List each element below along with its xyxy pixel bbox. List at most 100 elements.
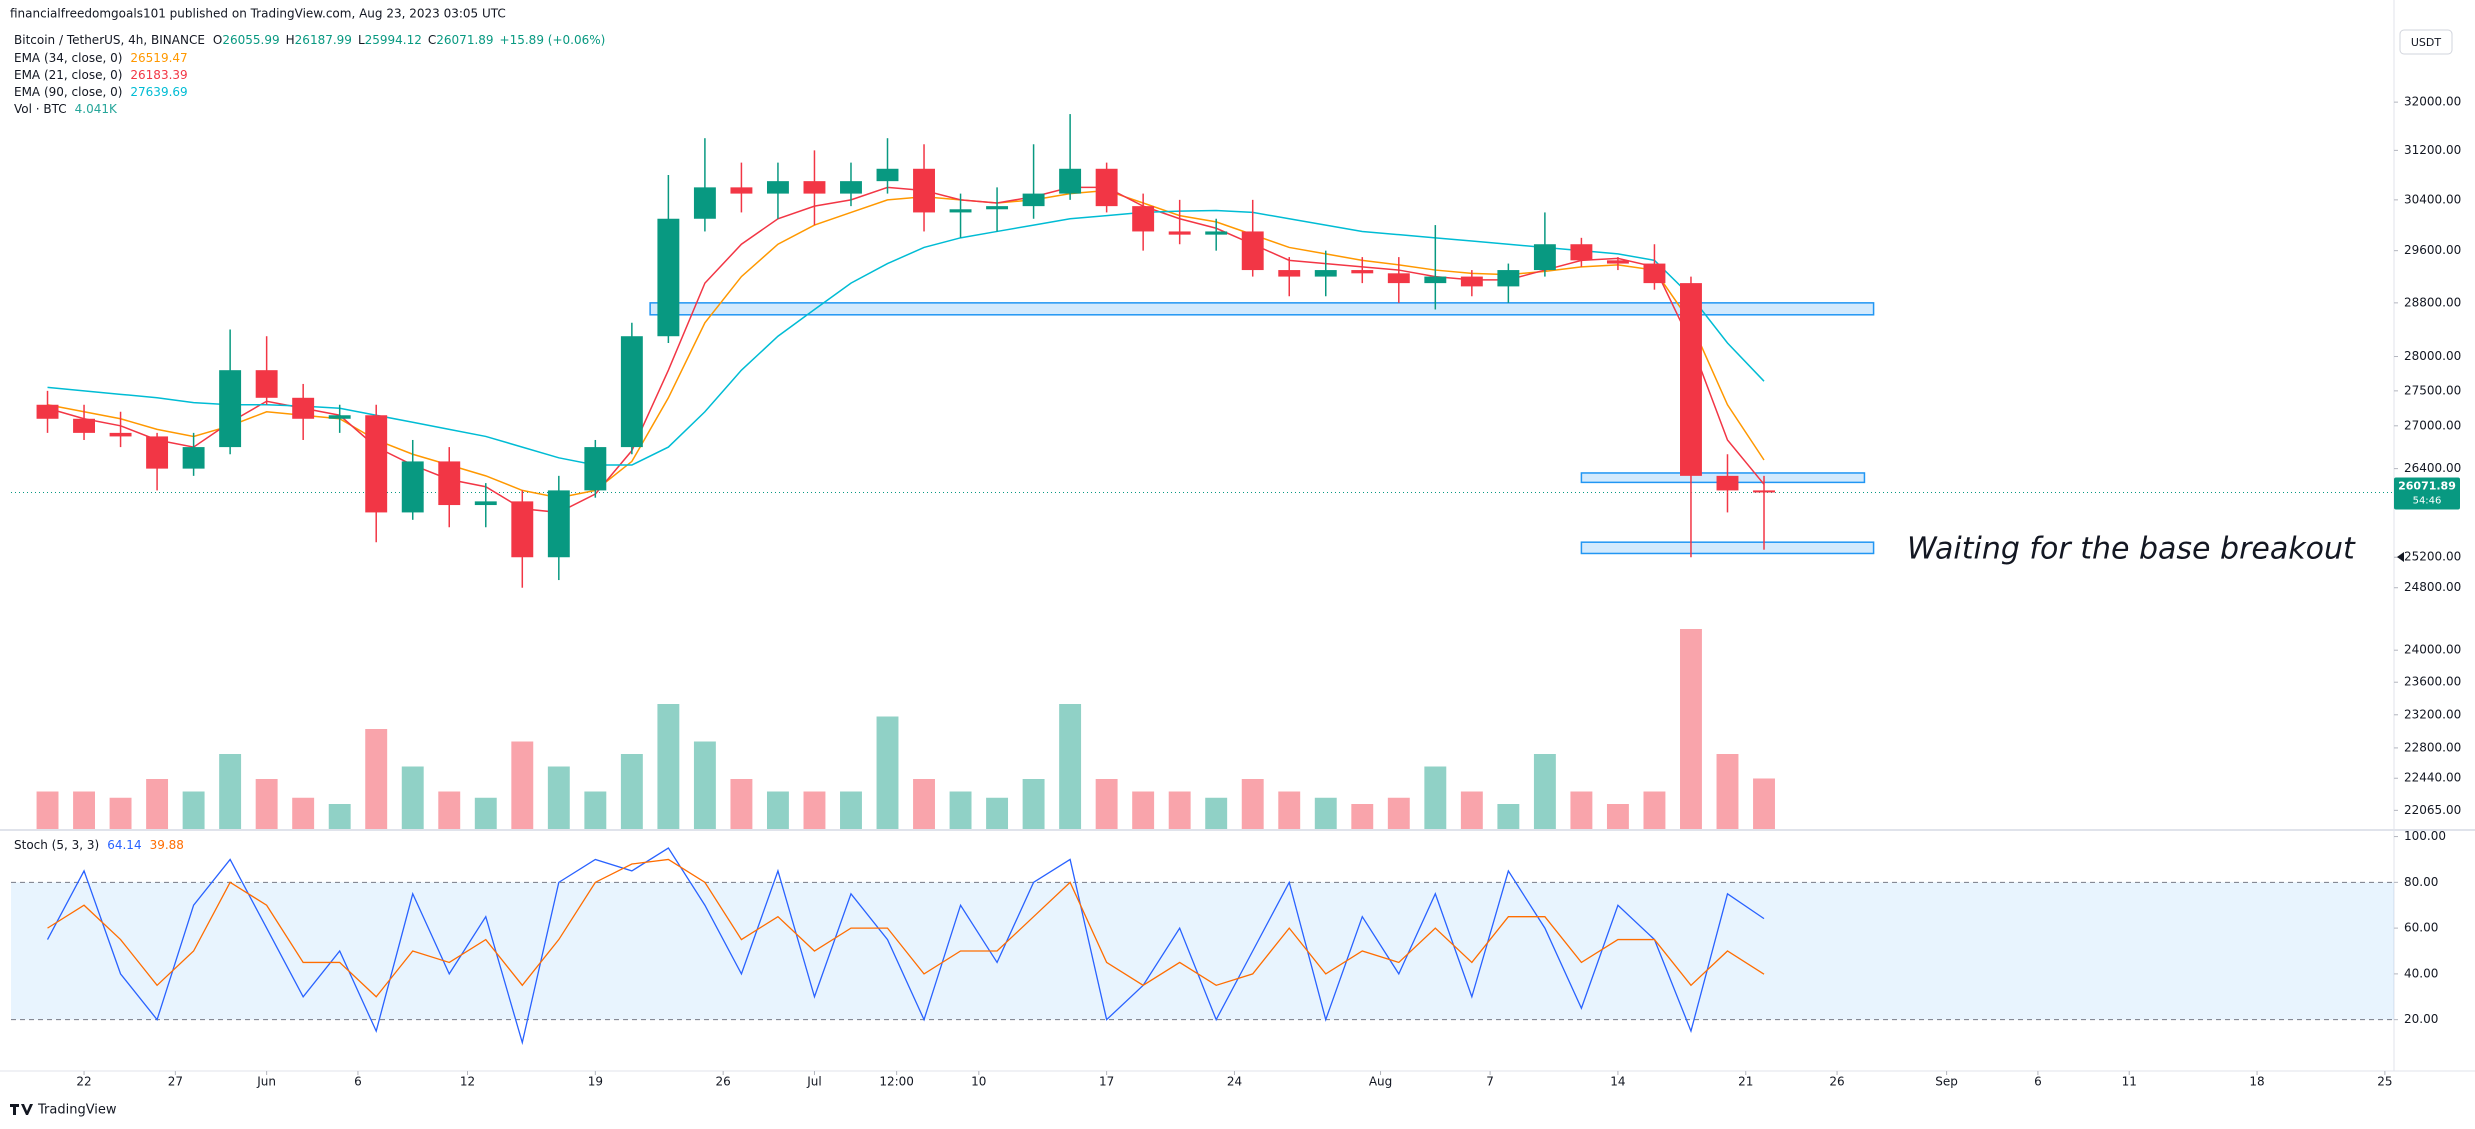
candle-body — [1606, 260, 1629, 264]
volume-bar — [73, 791, 95, 829]
candle-body — [292, 397, 315, 419]
candle-body — [146, 436, 169, 469]
candle-body — [876, 168, 899, 182]
candle-body — [1022, 193, 1045, 207]
stoch-line — [46, 847, 1765, 1046]
candle-body — [401, 461, 424, 513]
y-tick-label: 31200.00 — [2404, 143, 2461, 157]
x-tick-label: 11 — [2122, 1075, 2137, 1089]
y-tick-label: 22440.00 — [2404, 771, 2461, 785]
candle-body — [1351, 270, 1374, 274]
volume-bar — [146, 779, 169, 829]
candle-body — [730, 187, 753, 194]
y-tick-label: 80.00 — [2404, 875, 2438, 889]
ohlc-value: 25994.12 — [365, 33, 422, 47]
volume-bar — [292, 797, 315, 829]
volume-bar — [803, 791, 826, 829]
x-tick-label: 21 — [1738, 1075, 1753, 1089]
candle-body — [1205, 231, 1228, 235]
volume-bar — [109, 797, 132, 829]
legend-name: EMA (34, close, 0) — [14, 51, 122, 65]
y-tick-label: 29600.00 — [2404, 243, 2461, 257]
volume-bar — [1387, 797, 1410, 829]
candle-body — [328, 415, 351, 419]
ohlc-value: 26071.89 — [436, 33, 493, 47]
volume-bar — [1570, 791, 1593, 829]
x-tick-label: 25 — [2377, 1075, 2392, 1089]
y-tick-label: 60.00 — [2404, 921, 2438, 935]
candle-body — [1278, 270, 1301, 277]
y-tick-label: 24000.00 — [2404, 643, 2461, 657]
candle-body — [1424, 276, 1447, 284]
candle-body — [1497, 270, 1520, 287]
ema-line — [47, 209, 1765, 466]
stoch-line — [47, 858, 1765, 998]
x-tick-label: 22 — [76, 1075, 91, 1089]
candle-body — [766, 181, 789, 194]
volume-bar — [584, 791, 607, 829]
stoch-band — [11, 882, 2394, 1020]
overlay-legend: EMA (34, close, 0) 26519.47 — [14, 51, 188, 65]
volume-bar — [1460, 791, 1483, 829]
candle-body — [1460, 276, 1483, 287]
candle-body — [986, 206, 1009, 210]
candle-body — [1241, 231, 1264, 271]
legend-value: 4.041K — [75, 102, 118, 116]
plot-layer: 32000.00 31200.00 30400.00 29600.00 28800.00… — [11, 95, 2461, 1089]
x-tick-label: 26 — [716, 1075, 731, 1089]
candle-body — [1095, 168, 1118, 207]
volume-bar — [949, 791, 972, 829]
legend-value: 64.14 — [107, 838, 141, 852]
y-tick-label: 32000.00 — [2404, 95, 2461, 109]
candle-body — [438, 461, 461, 506]
symbol-legend: Bitcoin / TetherUS, 4h, BINANCE O26055.99… — [14, 33, 605, 47]
volume-bar — [1716, 754, 1739, 829]
candle-body — [1168, 231, 1191, 235]
volume-bar — [766, 791, 789, 829]
y-tick-label: 20.00 — [2404, 1012, 2438, 1026]
candle-body — [949, 209, 972, 213]
y-tick-label: 26400.00 — [2404, 461, 2461, 475]
volume-bar — [730, 779, 753, 829]
candle-body — [657, 218, 680, 337]
volume-legend: Vol · BTC 4.041K — [14, 102, 118, 116]
zone — [649, 302, 1875, 316]
volume-bar — [693, 741, 716, 829]
volume-bar — [365, 729, 388, 829]
candle-body — [1570, 244, 1593, 261]
candle-body — [255, 370, 278, 398]
volume-bar — [1533, 754, 1556, 829]
currency-label[interactable]: USDT — [2411, 36, 2442, 49]
volume-bar — [328, 804, 351, 829]
legend-name: EMA (21, close, 0) — [14, 68, 122, 82]
volume-bar — [1643, 791, 1666, 829]
candle-body — [1132, 206, 1155, 232]
x-tick-label: Jul — [806, 1075, 821, 1089]
volume-bar — [1168, 791, 1191, 829]
x-tick-label: 7 — [1486, 1075, 1494, 1089]
last-price-label: 26071.89 — [2398, 479, 2456, 492]
x-tick-label: 19 — [588, 1075, 603, 1089]
x-tick-label: 12:00 — [879, 1075, 914, 1089]
y-tick-label: 28800.00 — [2404, 295, 2461, 309]
stoch-legend: Stoch (5, 3, 3) 64.14 39.88 — [14, 838, 184, 852]
x-tick-label: 24 — [1227, 1075, 1242, 1089]
countdown-label: 54:46 — [2413, 495, 2442, 506]
volume-bar — [547, 766, 570, 829]
y-tick-label: 22065.00 — [2404, 803, 2461, 817]
candle-body — [693, 187, 716, 219]
brand-logo: TradingView — [10, 1103, 117, 1118]
y-tick-label: 30400.00 — [2404, 192, 2461, 206]
volume-bar — [1314, 797, 1337, 829]
candle-body — [511, 501, 534, 558]
symbol: Bitcoin / TetherUS, 4h, BINANCE — [14, 33, 205, 47]
y-tick-label: 27000.00 — [2404, 418, 2461, 432]
ohlc-label: H — [286, 33, 295, 47]
y-tick-label: 100.00 — [2404, 829, 2446, 843]
ohlc-label: C — [428, 33, 436, 47]
currency-button[interactable] — [2399, 29, 2453, 55]
volume-bar — [255, 779, 278, 829]
